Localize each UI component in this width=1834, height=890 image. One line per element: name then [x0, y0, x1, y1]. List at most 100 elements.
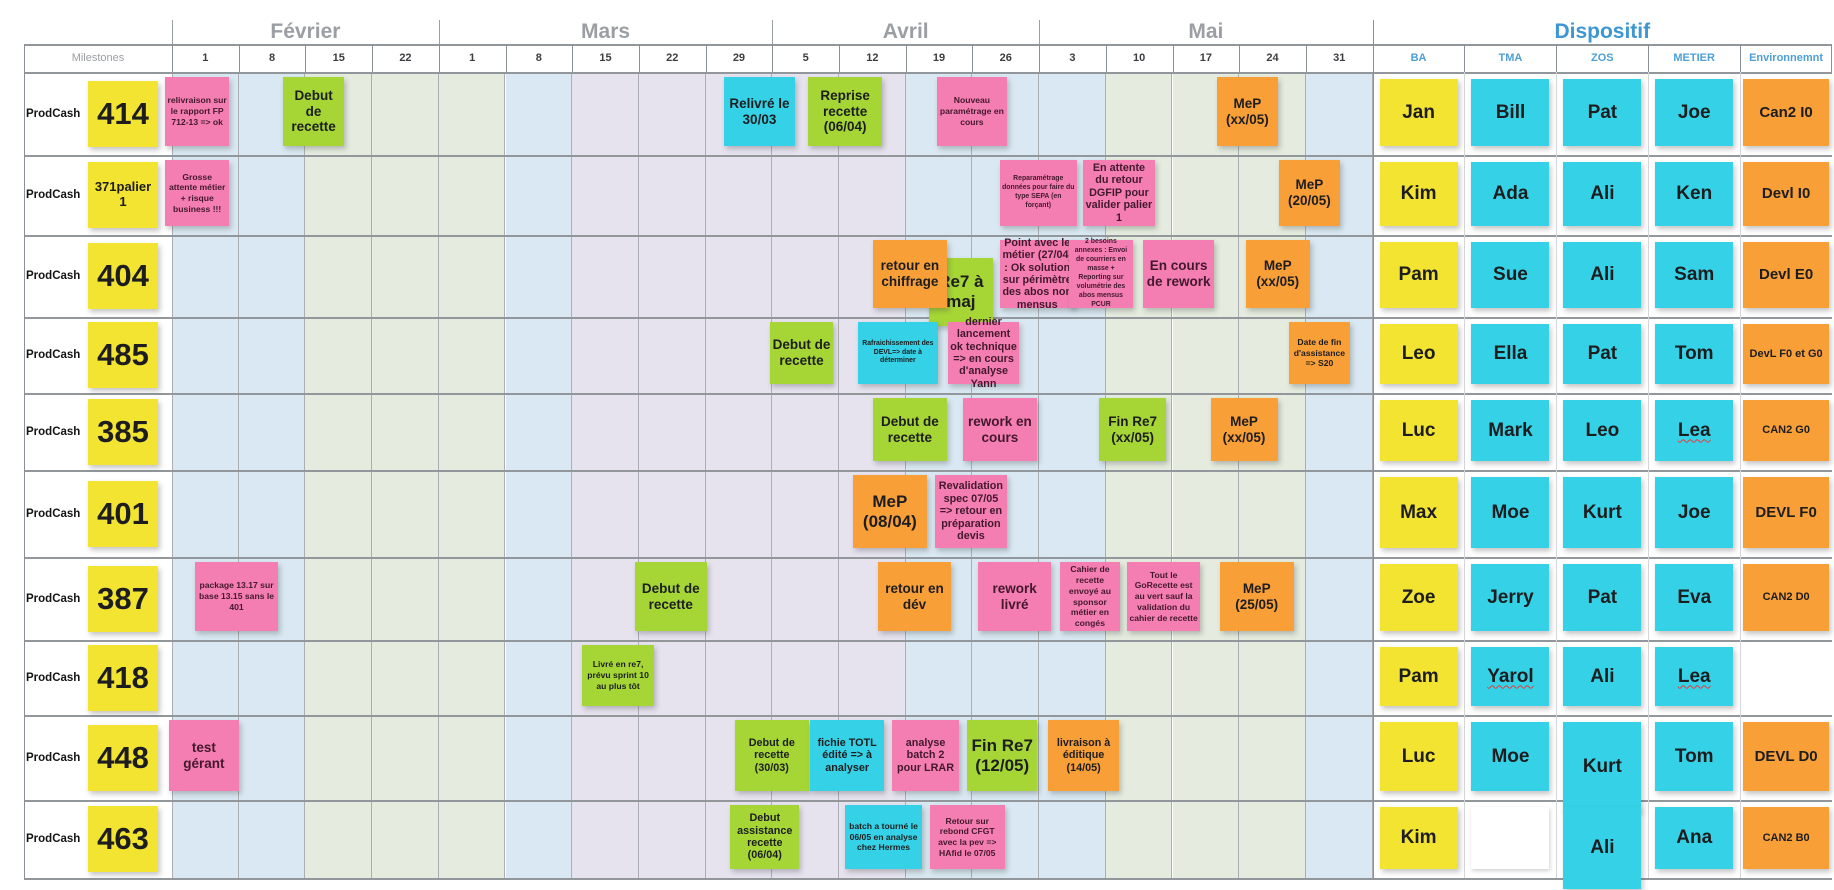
dispositif-note-ba[interactable]: Jan [1379, 79, 1458, 146]
dispositif-note-zos[interactable]: Ali [1563, 162, 1642, 226]
dispositif-note-zos[interactable]: Ali [1563, 647, 1642, 706]
dispositif-note-env[interactable]: DEVL D0 [1743, 722, 1830, 791]
sticky-note[interactable]: En attente du retour DGFIP pour valider … [1083, 160, 1155, 226]
sticky-note[interactable]: Revalidation spec 07/05 => retour en pré… [935, 475, 1007, 548]
dispositif-note-env[interactable]: DevL F0 et G0 [1743, 324, 1830, 384]
sticky-note[interactable]: Debut de recette [634, 562, 707, 631]
sticky-note[interactable]: Debut assistance recette (06/04) [730, 805, 800, 869]
dispositif-note-metier[interactable]: Tom [1655, 324, 1734, 384]
sticky-note[interactable]: Grosse attente métier + risque business … [165, 160, 230, 226]
dispositif-note-env[interactable]: DEVL F0 [1743, 477, 1830, 548]
sticky-note[interactable]: Fin Re7 (12/05) [967, 720, 1038, 791]
sticky-note[interactable]: Tout le GoRecette est au vert sauf la va… [1127, 562, 1201, 631]
dispositif-note-zos[interactable]: Pat [1563, 324, 1642, 384]
sticky-note[interactable]: analyse batch 2 pour LRAR [891, 720, 960, 791]
sticky-note[interactable]: MeP (08/04) [853, 475, 927, 548]
dispositif-note-metier[interactable]: Ana [1655, 807, 1734, 869]
sticky-note[interactable]: MeP (20/05) [1279, 160, 1340, 226]
sticky-note[interactable]: Livré en re7, prévu sprint 10 au plus tô… [582, 645, 654, 706]
dispositif-note-zos[interactable]: Pat [1563, 564, 1642, 631]
sticky-note[interactable]: Debut de recette [282, 77, 345, 146]
dispositif-note-ba[interactable]: Zoe [1379, 564, 1458, 631]
sticky-note[interactable]: En cours de rework [1143, 240, 1215, 308]
sticky-note[interactable]: batch a tourné le 06/05 en analyse chez … [845, 805, 923, 869]
dispositif-note-tma[interactable]: Mark [1471, 400, 1550, 461]
sticky-note[interactable]: 2 besoins annexes : Envoi de courriers e… [1069, 238, 1133, 308]
dispositif-note-tma[interactable]: Ella [1471, 324, 1550, 384]
dispositif-note-env[interactable]: Devl I0 [1743, 162, 1830, 226]
dispositif-note-env[interactable]: CAN2 G0 [1743, 400, 1830, 461]
sticky-note[interactable]: Point avec le métier (27/04) : Ok soluti… [999, 237, 1075, 311]
sticky-note[interactable]: Debut de recette (30/03) [734, 720, 809, 791]
sticky-note[interactable]: relivraison sur le rapport FP 712-13 => … [165, 77, 230, 146]
dispositif-note-metier[interactable]: Ken [1655, 162, 1734, 226]
milestone-note[interactable]: 371palier 1 [88, 162, 158, 228]
dispositif-note-metier[interactable]: Joe [1655, 79, 1734, 146]
dispositif-note-tma[interactable]: Moe [1471, 477, 1550, 548]
sticky-note[interactable]: dernier lancement ok technique => en cou… [947, 316, 1020, 390]
dispositif-note-metier[interactable]: Lea [1655, 400, 1734, 461]
dispositif-note-tma[interactable]: Yarol [1471, 647, 1550, 706]
sticky-note[interactable]: test gérant [168, 720, 240, 791]
dispositif-note-ba[interactable]: Luc [1379, 722, 1458, 791]
dispositif-note-tma[interactable]: Sue [1471, 242, 1550, 308]
dispositif-note-metier[interactable]: Tom [1655, 722, 1734, 791]
sticky-note[interactable]: MeP (25/05) [1219, 562, 1294, 631]
sticky-note[interactable]: MeP (xx/05) [1245, 240, 1310, 308]
dispositif-note-metier[interactable]: Joe [1655, 477, 1734, 548]
sticky-note[interactable]: Debut de recette [770, 322, 833, 384]
sticky-note[interactable]: MeP (xx/05) [1217, 77, 1278, 146]
sticky-note[interactable]: Retour sur rebond CFGT avec la pev => HA… [929, 805, 1005, 869]
sticky-note[interactable]: rework en cours [963, 398, 1037, 461]
milestone-note[interactable]: 414 [88, 80, 158, 147]
dispositif-note-ba[interactable]: Luc [1379, 400, 1458, 461]
dispositif-note-zos[interactable]: Kurt [1563, 722, 1642, 811]
dispositif-note-metier[interactable]: Sam [1655, 242, 1734, 308]
dispositif-note-zos[interactable]: Ali [1563, 242, 1642, 308]
dispositif-note-metier[interactable]: Lea [1655, 647, 1734, 706]
dispositif-note-tma[interactable]: Moe [1471, 722, 1550, 791]
dispositif-note-env[interactable]: Devl E0 [1743, 242, 1830, 308]
sticky-note[interactable]: Reparamétrage données pour faire du type… [999, 160, 1077, 226]
sticky-note[interactable]: Rafraichissement des DEVL=> date à déter… [857, 322, 939, 384]
sticky-note[interactable]: Cahier de recette envoyé au sponsor méti… [1059, 562, 1121, 631]
dispositif-note-tma[interactable]: Jerry [1471, 564, 1550, 631]
dispositif-note-zos[interactable]: Ali [1563, 807, 1642, 889]
milestone-note[interactable]: 418 [88, 644, 158, 711]
sticky-note[interactable]: Fin Re7 (xx/05) [1099, 398, 1167, 461]
milestone-note[interactable]: 387 [88, 565, 158, 632]
milestone-note[interactable]: 385 [88, 398, 158, 465]
dispositif-note-zos[interactable]: Kurt [1563, 477, 1642, 548]
milestone-note[interactable]: 448 [88, 724, 158, 791]
dispositif-note-zos[interactable]: Leo [1563, 400, 1642, 461]
dispositif-note-env[interactable]: CAN2 D0 [1743, 564, 1830, 631]
dispositif-note-tma[interactable]: Ada [1471, 162, 1550, 226]
sticky-note[interactable]: Debut de recette [873, 398, 947, 461]
sticky-note[interactable]: Relivré le 30/03 [724, 77, 795, 146]
sticky-note[interactable]: MeP (xx/05) [1210, 398, 1278, 461]
milestone-note[interactable]: 401 [88, 480, 158, 547]
sticky-note[interactable]: fichie TOTL édité => à analyser [810, 720, 885, 791]
dispositif-note-ba[interactable]: Leo [1379, 324, 1458, 384]
sticky-note[interactable]: retour en dév [877, 562, 952, 631]
dispositif-note-ba[interactable]: Max [1379, 477, 1458, 548]
dispositif-note-metier[interactable]: Eva [1655, 564, 1734, 631]
dispositif-note-tma[interactable]: Bill [1471, 79, 1550, 146]
sticky-note[interactable]: rework livré [977, 562, 1052, 631]
dispositif-note-ba[interactable]: Kim [1379, 807, 1458, 869]
sticky-note[interactable]: retour en chiffrage [873, 240, 947, 308]
sticky-note[interactable]: Nouveau paramétrage en cours [937, 77, 1007, 146]
dispositif-note-env[interactable]: Can2 I0 [1743, 79, 1830, 146]
dispositif-note-zos[interactable]: Pat [1563, 79, 1642, 146]
milestone-note[interactable]: 485 [88, 322, 158, 388]
dispositif-note-ba[interactable]: Pam [1379, 242, 1458, 308]
sticky-note[interactable]: package 13.17 sur base 13.15 sans le 401 [194, 562, 279, 631]
sticky-note[interactable]: Reprise recette (06/04) [808, 77, 883, 146]
milestone-note[interactable]: 404 [88, 243, 158, 309]
dispositif-note-ba[interactable]: Kim [1379, 162, 1458, 226]
sticky-note[interactable]: Date de fin d'assistance => S20 [1289, 322, 1350, 384]
dispositif-note-env[interactable]: CAN2 B0 [1743, 807, 1830, 869]
sticky-note[interactable]: livraison à éditique (14/05) [1047, 720, 1120, 791]
milestone-note[interactable]: 463 [88, 806, 158, 872]
dispositif-note-ba[interactable]: Pam [1379, 647, 1458, 706]
